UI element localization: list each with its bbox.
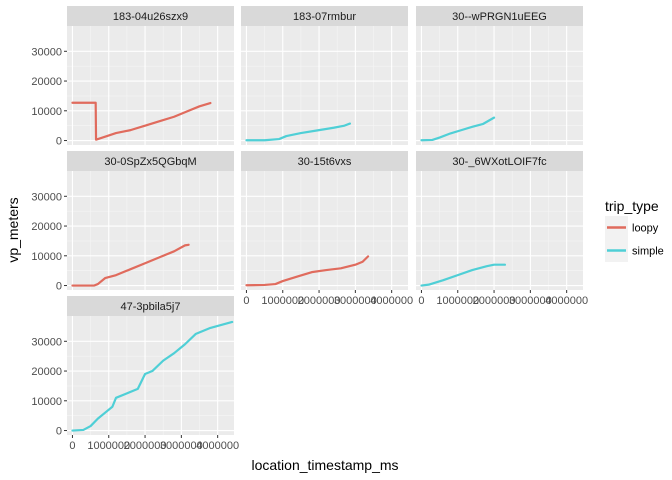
x-tick-label: 4000000 [370,295,413,307]
facet-strip [416,6,583,26]
legend: trip_type loopy simple [605,198,664,262]
facet-strip-label: 183-07rmbur [293,11,356,23]
y-tick-label: 30000 [31,46,62,58]
facet-strip [241,6,408,26]
facet-strip [241,151,408,171]
facet-strip [67,296,234,316]
series-line-loopy [71,101,212,141]
series-line-simple [71,320,234,432]
facet-panel: 183-04u26szx9 0 10000 20000 30000 [31,6,234,148]
series-line-simple [420,263,507,287]
y-tick-label: 20000 [31,221,62,233]
x-tick-label: 4000000 [545,295,588,307]
panel-background [67,316,234,435]
y-tick-label: 10000 [31,106,62,118]
legend-item-loopy: loopy [605,216,659,239]
facet-strip-label: 183-04u26szx9 [113,11,188,23]
facet-strip-label: 30--wPRGN1uEEG [452,11,547,23]
facet-strip [67,6,234,26]
x-tick-label: 3000000 [334,295,377,307]
x-tick-label: 3000000 [160,440,203,452]
x-tick-label: 0 [243,295,249,307]
facet-strip-label: 47-3pbila5j7 [121,301,181,313]
legend-label: loopy [632,223,659,235]
panel-background [67,171,234,290]
x-tick-label: 3000000 [509,295,552,307]
facet-panel: 183-07rmbur [241,6,408,145]
y-tick-label: 10000 [31,396,62,408]
facet-panel: 30--wPRGN1uEEG [416,6,583,145]
y-tick-label: 0 [56,136,62,148]
facet-strip-label: 30-_6WXotLOIF7fc [452,156,547,168]
y-tick-label: 20000 [31,366,62,378]
x-tick-label: 1000000 [87,440,130,452]
series-line-simple [245,122,352,142]
y-tick-label: 0 [56,426,62,438]
facet-panel: 30-_6WXotLOIF7fc 0 10000002000000300000040… [416,151,588,307]
panel-background [241,171,408,290]
legend-item-simple: simple [605,239,664,262]
panel-background [416,171,583,290]
legend-title: trip_type [605,198,659,214]
series-line-loopy [245,255,370,287]
panel-background [67,26,234,145]
panel-background [416,26,583,145]
facet-strip [416,151,583,171]
x-tick-label: 0 [69,440,75,452]
x-tick-label: 4000000 [196,440,239,452]
x-tick-label: 2000000 [473,295,516,307]
y-tick-label: 0 [56,281,62,293]
legend-label: simple [632,246,664,258]
y-tick-label: 10000 [31,251,62,263]
series-line-simple [420,116,496,142]
x-tick-label: 1000000 [436,295,479,307]
facet-strip-label: 30-0SpZx5QGbqM [104,156,196,168]
x-tick-label: 2000000 [124,440,167,452]
x-tick-label: 0 [418,295,424,307]
x-tick-label: 2000000 [298,295,341,307]
facet-panel: 47-3pbila5j7 0 10000 20000 30000 0 10000002000… [31,296,239,452]
x-axis-title: location_timestamp_ms [251,457,398,473]
y-tick-label: 20000 [31,76,62,88]
y-tick-label: 30000 [31,336,62,348]
y-axis-title: vp_meters [5,197,21,262]
panels: 183-04u26szx9 0 10000 20000 30000 183-07rmbur… [31,6,588,452]
facet-strip-label: 30-15t6vxs [298,156,352,168]
facet-strip [67,151,234,171]
series-line-loopy [71,243,190,287]
panel-background [241,26,408,145]
y-tick-label: 30000 [31,191,62,203]
facet-panel: 30-0SpZx5QGbqM 0 10000 20000 30000 [31,151,234,293]
x-tick-label: 1000000 [261,295,304,307]
